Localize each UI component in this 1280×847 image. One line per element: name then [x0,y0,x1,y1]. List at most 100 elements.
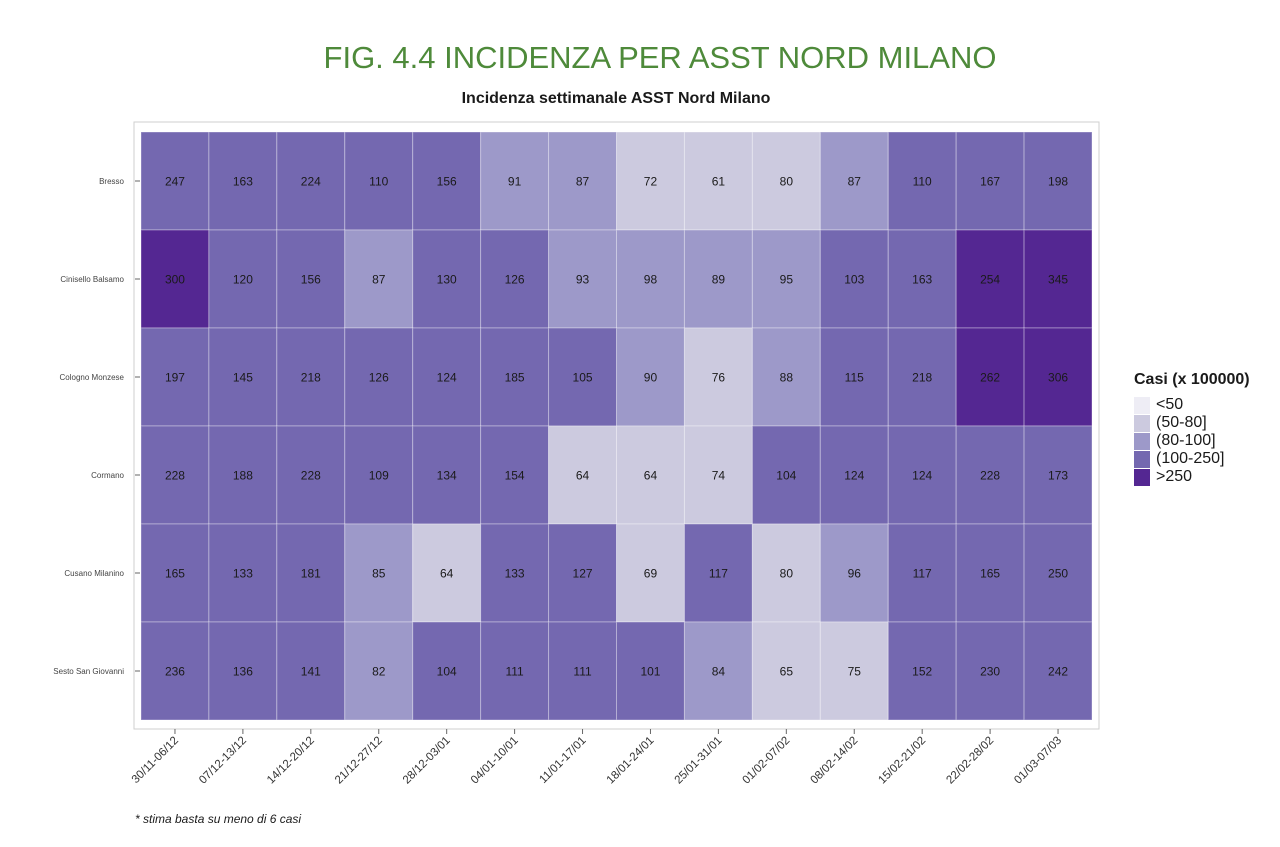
cell-value-label: 300 [165,273,185,287]
cell-value-label: 134 [437,469,457,483]
cell-value-label: 96 [848,567,862,581]
heatmap-cell [819,621,889,721]
cell-value-label: 163 [233,175,253,189]
legend-label: <50 [1156,396,1184,413]
heatmap-cell [344,327,414,427]
heatmap-cell [412,621,482,721]
heatmap-cell [1023,131,1093,231]
cell-value-label: 89 [712,273,726,287]
cell-value-label: 72 [644,175,658,189]
heatmap-cell [955,621,1025,721]
heatmap-cell [887,523,957,623]
cell-value-label: 262 [980,371,1000,385]
x-tick-label: 04/01-10/01 [469,735,521,787]
heatmap-cell [344,523,414,623]
cell-value-label: 104 [437,665,457,679]
heatmap-cell [276,621,346,721]
cell-value-label: 136 [233,665,253,679]
x-tick-label: 22/02-28/02 [944,735,996,787]
heatmap-cell [412,327,482,427]
cell-value-label: 181 [301,567,321,581]
heatmap-cell [887,229,957,329]
legend-item: >250 [1134,468,1250,486]
cell-value-label: 250 [1048,567,1068,581]
cell-value-label: 91 [508,175,522,189]
heatmap-cell [548,131,617,231]
cell-value-label: 98 [644,273,658,287]
heatmap-cell [1023,229,1093,329]
cell-value-label: 127 [573,567,593,581]
heatmap-cell [208,229,278,329]
heatmap-cell [955,425,1025,525]
heatmap-cell [819,523,889,623]
heatmap-cell [548,327,617,427]
x-tick-label: 07/12-13/12 [197,735,249,787]
x-tick-label: 25/01-31/01 [673,735,725,787]
heatmap-cell [548,523,617,623]
heatmap-cell [480,327,550,427]
heatmap-cell [751,327,821,427]
heatmap-cell [140,229,210,329]
cell-value-label: 185 [505,371,525,385]
cell-value-label: 76 [712,371,726,385]
y-tick-label: Cusano Milanino [64,569,124,578]
cell-value-label: 218 [301,371,321,385]
cell-value-label: 228 [165,469,185,483]
chart-title: Incidenza settimanale ASST Nord Milano [461,90,771,107]
cell-value-label: 82 [372,665,386,679]
cell-value-label: 115 [845,371,864,385]
cell-value-label: 126 [505,273,525,287]
cell-value-label: 228 [980,469,1000,483]
cell-value-label: 124 [912,469,932,483]
cell-value-label: 306 [1048,371,1068,385]
heatmap-cell [616,327,685,427]
cell-value-label: 109 [369,469,389,483]
heatmap-cell [955,229,1025,329]
cell-value-label: 145 [233,371,253,385]
heatmap-cell [819,131,889,231]
cell-value-label: 88 [780,371,794,385]
cell-value-label: 110 [913,175,932,189]
cell-value-label: 224 [301,175,321,189]
x-tick-label: 14/12-20/12 [265,735,317,787]
heatmap-cell [276,425,346,525]
cell-value-label: 80 [780,175,794,189]
cell-value-label: 87 [372,273,386,287]
cell-value-label: 69 [644,567,658,581]
cell-value-label: 103 [844,273,864,287]
cell-value-label: 74 [712,469,726,483]
legend-swatch [1134,414,1150,432]
legend-label: >250 [1156,468,1193,485]
legend-label: (50-80] [1156,414,1207,431]
cell-value-label: 154 [505,469,525,483]
x-tick-label: 01/03-07/03 [1012,735,1064,787]
cell-value-label: 105 [573,371,593,385]
heatmap-cell [480,131,550,231]
cell-value-label: 165 [165,567,185,581]
cell-value-label: 101 [640,665,660,679]
cell-value-label: 152 [912,665,932,679]
heatmap-cell [616,523,685,623]
heatmap-cell [344,621,414,721]
cell-value-label: 120 [233,273,253,287]
cell-value-label: 242 [1048,665,1068,679]
heatmap-cell [955,131,1025,231]
cell-value-label: 156 [301,273,321,287]
cell-value-label: 254 [980,273,1000,287]
heatmap-cell [751,131,821,231]
heatmap-cell [344,229,414,329]
heatmap-cell [683,425,753,525]
heatmap-cell [616,131,685,231]
cell-value-label: 84 [712,665,726,679]
heatmap-cell [887,621,957,721]
legend: Casi (x 100000) <50 (50-80] (80-100] (10… [1134,371,1250,486]
x-tick-label: 28/12-03/01 [401,735,453,787]
cell-value-label: 156 [437,175,457,189]
heatmap-cell [208,523,278,623]
cell-value-label: 80 [780,567,794,581]
legend-item: (80-100] [1134,432,1250,450]
heatmap-cell [1023,327,1093,427]
heatmap-cell [683,229,753,329]
cell-value-label: 198 [1048,175,1068,189]
cell-value-label: 124 [844,469,864,483]
